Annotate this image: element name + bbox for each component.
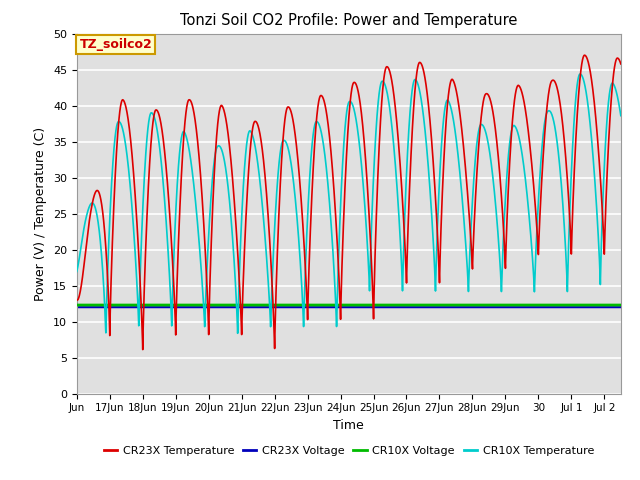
Legend: CR23X Temperature, CR23X Voltage, CR10X Voltage, CR10X Temperature: CR23X Temperature, CR23X Voltage, CR10X … [99,441,598,460]
Y-axis label: Power (V) / Temperature (C): Power (V) / Temperature (C) [35,127,47,300]
Text: TZ_soilco2: TZ_soilco2 [79,38,152,51]
Title: Tonzi Soil CO2 Profile: Power and Temperature: Tonzi Soil CO2 Profile: Power and Temper… [180,13,518,28]
X-axis label: Time: Time [333,419,364,432]
